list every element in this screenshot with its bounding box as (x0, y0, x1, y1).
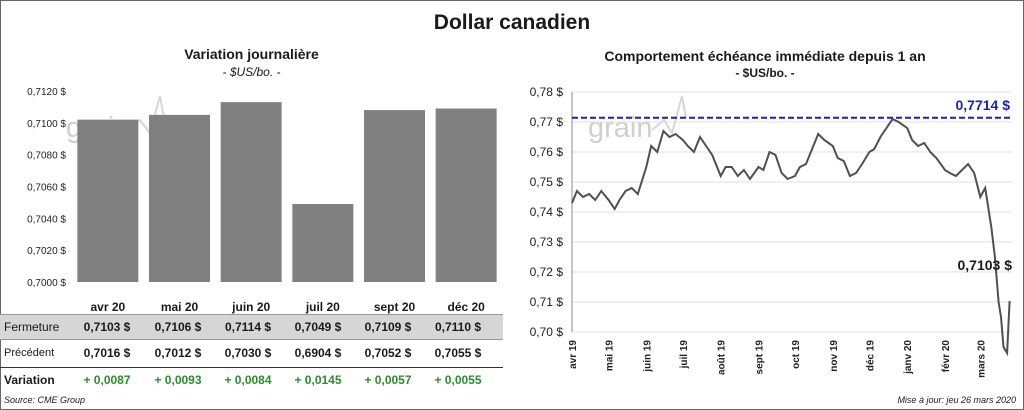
y-tick-label: 0,7040 $ (27, 214, 66, 225)
table-cell: + 0,0087 (83, 373, 131, 387)
table-cell: 0,7110 $ (434, 320, 482, 334)
x-tick-label: déc 19 (865, 340, 876, 372)
category-label: mai 20 (161, 300, 199, 314)
x-tick-label: août 19 (717, 340, 728, 375)
bar-chart: grain 0,7000 $0,7020 $0,7040 $0,7060 $0,… (27, 87, 497, 314)
line-chart-unit: - $US/bo. - (735, 66, 795, 80)
update-note: Mise à jour: jeu 26 mars 2020 (897, 395, 1016, 405)
watermark-logo-mark (651, 95, 687, 136)
bar (292, 204, 354, 282)
x-tick-label: oct 19 (791, 340, 802, 369)
bar (220, 102, 282, 283)
table-cell: 0,7049 $ (294, 320, 342, 334)
x-tick-label: mars 20 (976, 340, 987, 378)
table-row-fermeture: Fermeture 0,7103 $ 0,7106 $ 0,7114 $ 0,7… (0, 314, 503, 340)
table-cell: 0,7109 $ (364, 320, 412, 334)
bar (435, 108, 497, 282)
y-tick-label: 0,7080 $ (27, 151, 66, 162)
series-line (571, 117, 1011, 357)
bar-chart-title: Variation journalière (184, 46, 319, 62)
y-tick-label: 0,7000 $ (27, 278, 66, 289)
table-cell: 0,7055 $ (434, 346, 482, 360)
bar (149, 114, 210, 282)
table-cell: 0,7016 $ (83, 346, 131, 360)
x-tick-label: juin 19 (642, 340, 653, 373)
table-cell: + 0,0084 (224, 373, 272, 387)
x-tick-label: nov 19 (829, 340, 840, 372)
table-cell: 0,7103 $ (83, 320, 131, 334)
reference-label: 0,7714 $ (956, 97, 1011, 113)
line-chart-title: Comportement échéance immédiate depuis 1… (604, 48, 926, 64)
category-label: avr 20 (90, 300, 125, 314)
x-tick-label: avr 19 (568, 340, 579, 369)
table-cell: 0,6904 $ (294, 346, 342, 360)
y-tick-label: 0,73 $ (530, 235, 564, 249)
y-tick-label: 0,76 $ (530, 145, 564, 159)
table-cell: + 0,0055 (434, 373, 482, 387)
bar-chart-unit: - $US/bo. - (222, 65, 281, 79)
y-tick-label: 0,7060 $ (27, 183, 66, 194)
table-cell: + 0,0057 (364, 373, 412, 387)
table-cell: + 0,0145 (294, 373, 342, 387)
table-row-precedent: Précédent 0,7016 $ 0,7012 $ 0,7030 $ 0,6… (0, 341, 503, 365)
row-label: Fermeture (4, 320, 60, 334)
line-chart: grain 0,70 $0,71 $0,72 $0,73 $0,74 $0,75… (530, 85, 1013, 378)
y-tick-label: 0,75 $ (530, 175, 564, 189)
y-tick-label: 0,72 $ (530, 265, 564, 279)
x-tick-label: janv 20 (903, 340, 914, 375)
y-tick-label: 0,77 $ (530, 115, 564, 129)
table-cell: 0,7114 $ (224, 320, 272, 334)
row-label: Variation (4, 373, 55, 387)
table-cell: 0,7030 $ (224, 346, 272, 360)
main-title: Dollar canadien (433, 11, 591, 34)
table-row-variation: Variation + 0,0087 + 0,0093 + 0,0084 + 0… (0, 367, 503, 392)
table-cell: + 0,0093 (154, 373, 202, 387)
row-label: Précédent (4, 347, 55, 359)
category-label: juil 20 (305, 300, 340, 314)
x-tick-label: mai 19 (605, 340, 616, 372)
category-label: déc 20 (447, 300, 485, 314)
category-label: juin 20 (231, 300, 270, 314)
y-tick-label: 0,7120 $ (27, 87, 66, 98)
last-value-label: 0,7103 $ (958, 257, 1013, 273)
y-tick-label: 0,7100 $ (27, 119, 66, 130)
bar (364, 110, 425, 282)
y-tick-label: 0,70 $ (530, 325, 564, 339)
y-tick-label: 0,71 $ (530, 295, 564, 309)
source-note: Source: CME Group (4, 395, 86, 405)
table-cell: 0,7012 $ (154, 346, 202, 360)
x-tick-label: févr 20 (941, 340, 952, 373)
bar (77, 119, 139, 283)
category-label: sept 20 (374, 300, 416, 314)
x-tick-label: sept 19 (754, 340, 765, 375)
table-cell: 0,7106 $ (154, 320, 202, 334)
x-tick-label: juil 19 (679, 340, 690, 370)
table-cell: 0,7052 $ (364, 346, 412, 360)
y-tick-label: 0,78 $ (530, 85, 564, 99)
y-tick-label: 0,7020 $ (27, 246, 66, 257)
y-tick-label: 0,74 $ (530, 205, 564, 219)
